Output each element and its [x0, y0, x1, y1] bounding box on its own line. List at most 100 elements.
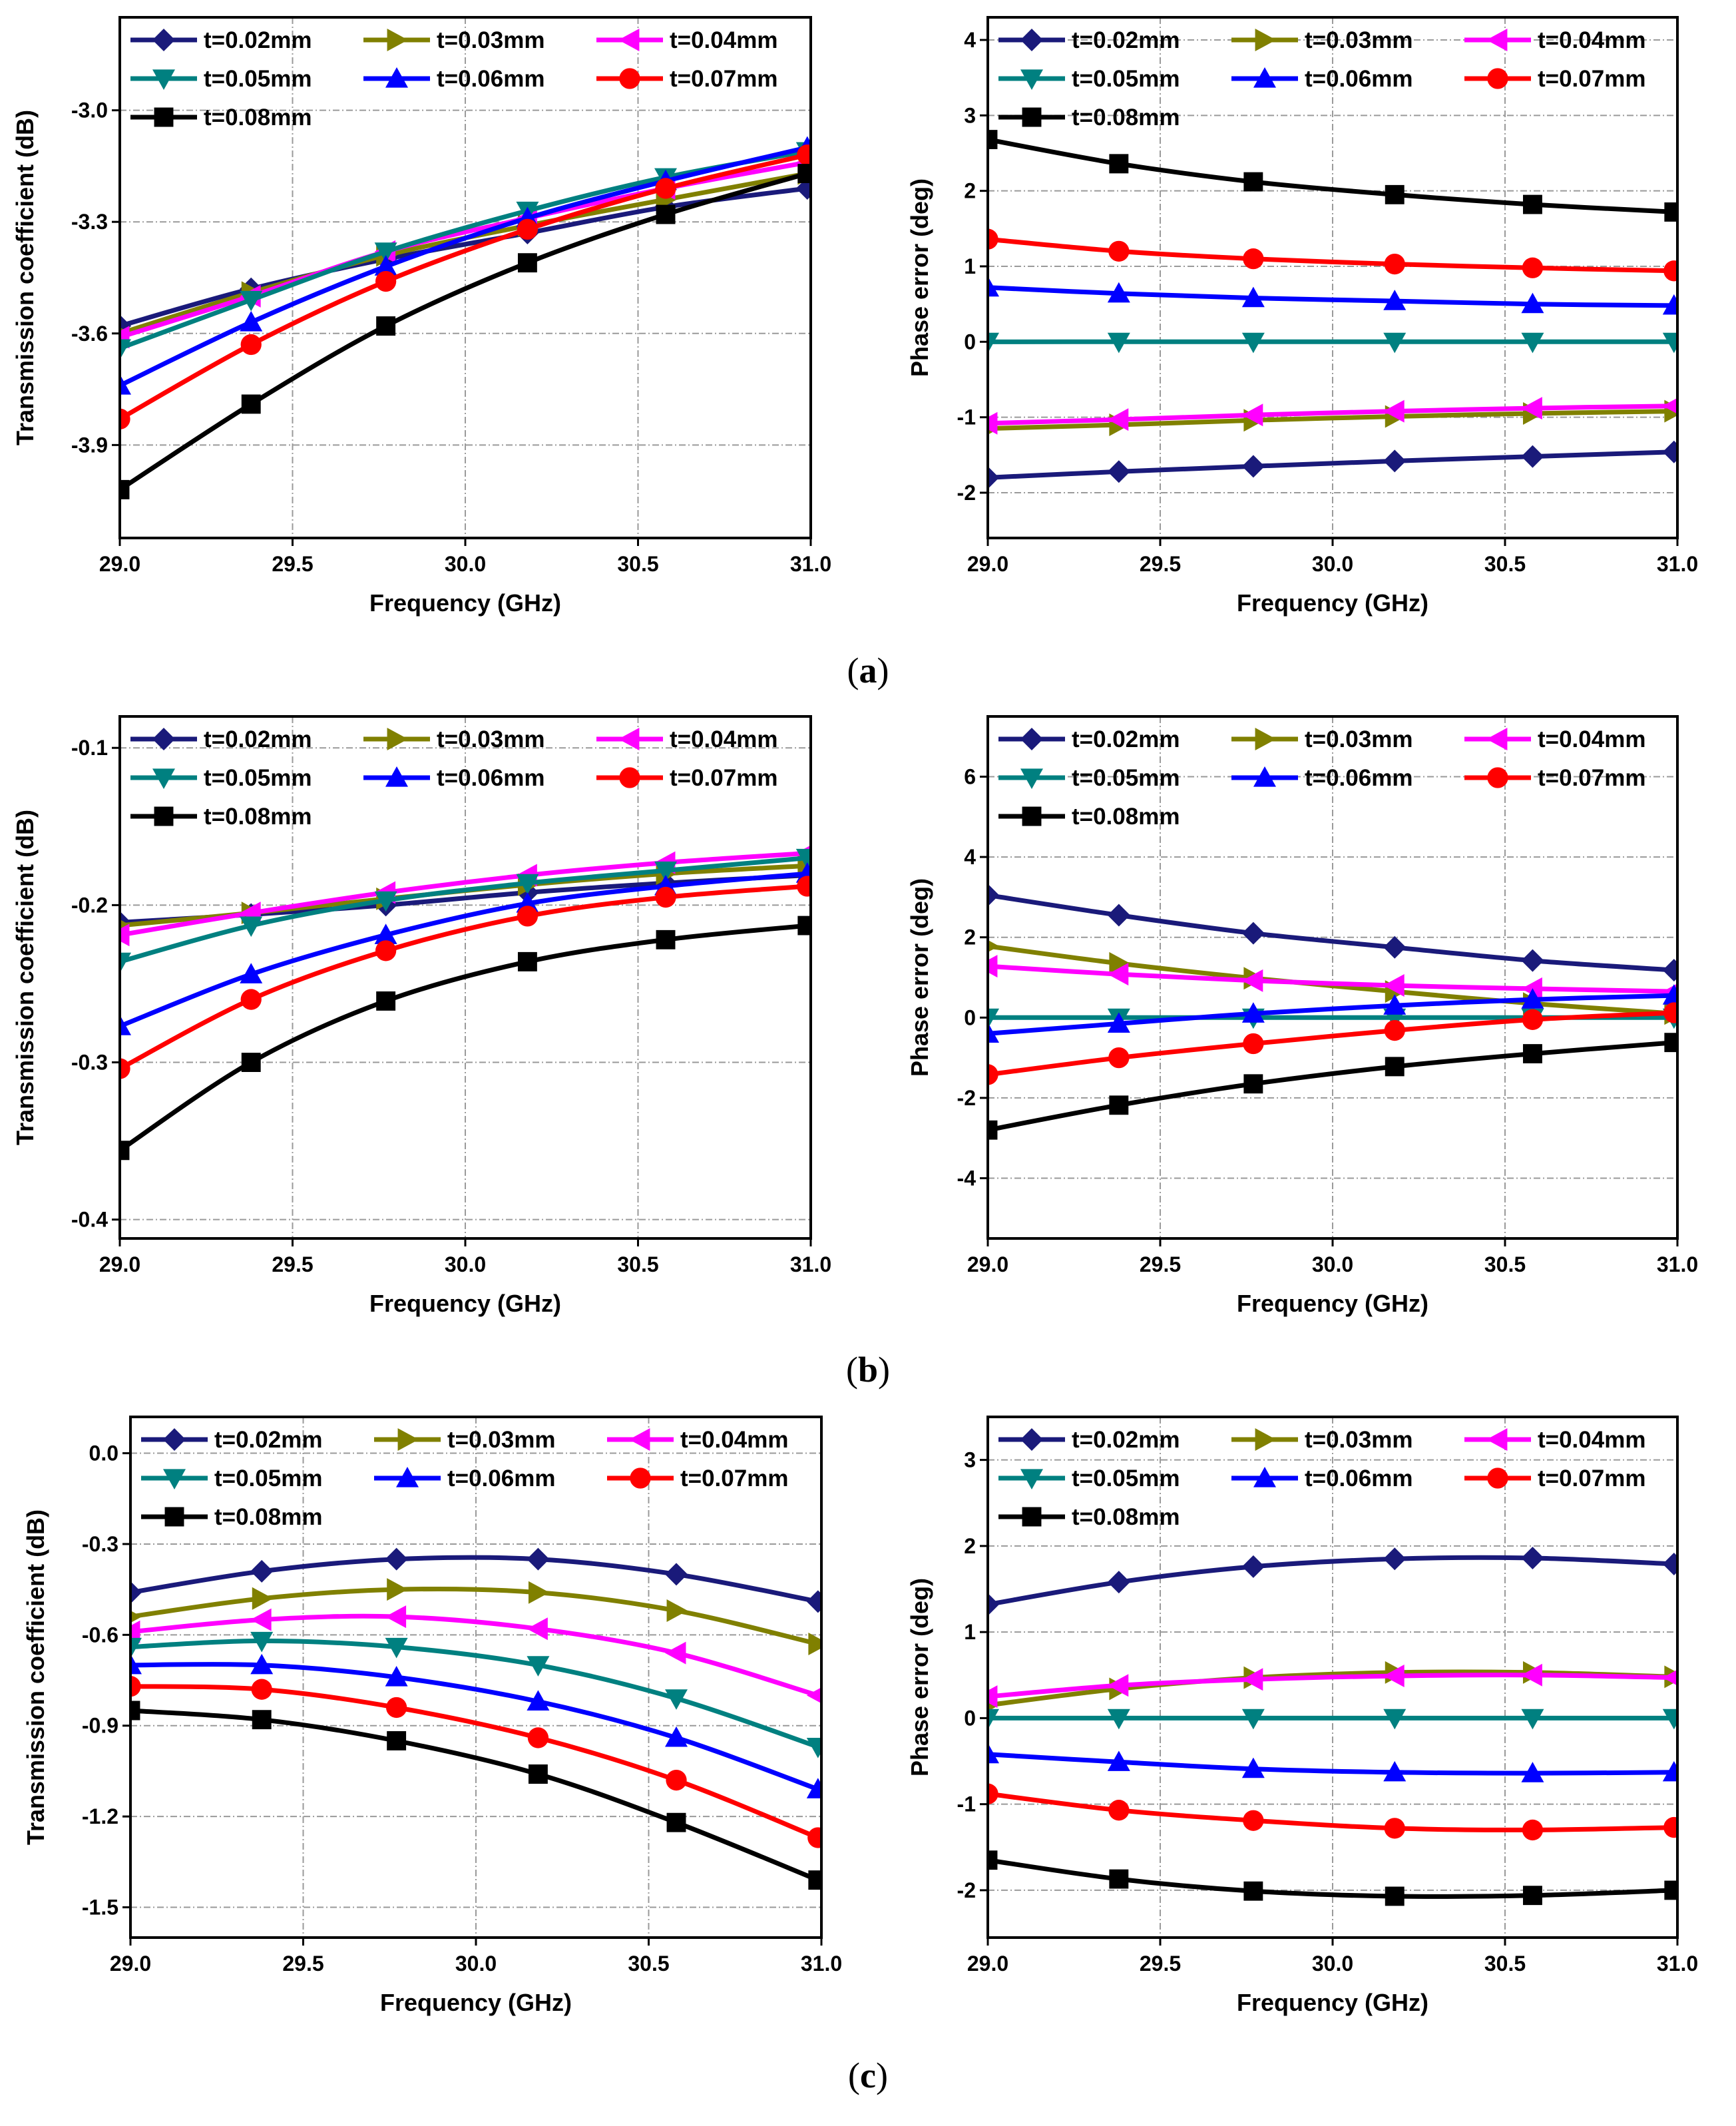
data-point [527, 1617, 548, 1641]
data-point [807, 1827, 821, 1848]
legend-item: t=0.07mm [596, 765, 777, 791]
legend-label: t=0.02mm [214, 1427, 322, 1453]
data-point [1107, 460, 1130, 483]
data-point [1664, 1880, 1677, 1900]
legend-label: t=0.06mm [1305, 765, 1412, 791]
legend-item: t=0.03mm [1231, 27, 1412, 53]
legend-item: t=0.08mm [141, 1504, 322, 1530]
legend-item: t=0.03mm [1231, 1427, 1412, 1453]
data-point [252, 1587, 274, 1610]
y-tick-label: -0.3 [82, 1532, 118, 1556]
data-point [1662, 1553, 1677, 1576]
legend-label: t=0.03mm [1305, 27, 1412, 53]
y-tick-label: 0.0 [89, 1442, 118, 1465]
legend-item: t=0.04mm [596, 726, 777, 752]
series-line-t=0.07mm [130, 1684, 819, 1840]
legend-item: t=0.08mm [998, 1504, 1180, 1530]
legend-marker [1253, 67, 1276, 88]
legend-item: t=0.04mm [1464, 1427, 1645, 1453]
data-point [1243, 172, 1263, 192]
legend-item: t=0.05mm [998, 66, 1180, 92]
charts-layer: 29.0 29.5 30.0 30.5 31.0-3.0-3.3-3.6-3.9Freq… [11, 16, 1698, 2016]
data-point [120, 1058, 130, 1079]
legend-marker [154, 107, 174, 127]
series-line-t=0.07mm [120, 884, 808, 1071]
legend-marker [618, 29, 640, 51]
legend-item: t=0.07mm [1464, 66, 1645, 92]
data-point [656, 204, 676, 224]
legend-label: t=0.03mm [1305, 726, 1412, 752]
legend-item: t=0.06mm [363, 66, 544, 92]
y-tick-label: 2 [964, 179, 976, 203]
chart-a-left: 29.0 29.5 30.0 30.5 31.0 -3.0 -3.3 -3.6 -3.9 Freq… [11, 16, 831, 617]
data-point [374, 255, 397, 276]
legend-marker [1486, 1428, 1508, 1451]
data-point [251, 1679, 272, 1700]
data-point [1521, 292, 1544, 314]
data-point [1662, 1709, 1677, 1730]
y-tick-label: -1.2 [82, 1804, 118, 1828]
data-point [1107, 1012, 1130, 1033]
data-point [517, 951, 537, 971]
y-tick-label: -3.9 [71, 433, 108, 457]
y-tick-label: 2 [964, 926, 976, 949]
legend-item: t=0.02mm [998, 726, 1180, 752]
data-point [1522, 1819, 1544, 1841]
legend-item: t=0.07mm [607, 1465, 788, 1491]
data-point [240, 311, 263, 332]
series-line-t=0.08mm [988, 1040, 1675, 1133]
data-point [1107, 282, 1130, 303]
legend-item: t=0.08mm [998, 105, 1180, 131]
x-tick-label: 30.0 [1312, 1252, 1353, 1276]
series-line-t=0.03mm [988, 409, 1674, 431]
y-axis-label: Transmission coefficient (dB) [22, 1509, 49, 1845]
caption-c: (c) [848, 2055, 888, 2095]
y-tick-label: -2 [957, 481, 976, 505]
legend-label: t=0.06mm [437, 66, 544, 92]
data-point [655, 178, 676, 199]
legend-label: t=0.03mm [437, 726, 544, 752]
caption-a-letter: a [859, 651, 877, 690]
x-tick-label: 29.5 [1140, 1252, 1181, 1276]
y-tick-label: -0.2 [71, 893, 108, 917]
legend-item: t=0.06mm [363, 765, 544, 791]
legend-marker [163, 1469, 186, 1489]
data-point [1107, 1750, 1130, 1771]
data-point [1383, 332, 1407, 354]
data-point [1241, 1757, 1265, 1778]
y-axis-label: Phase error (deg) [906, 178, 933, 377]
legend-marker [1020, 1469, 1043, 1489]
legend-label: t=0.08mm [214, 1504, 322, 1530]
y-tick-label: -0.6 [82, 1623, 118, 1647]
data-point [375, 940, 397, 961]
data-point [988, 939, 999, 953]
y-tick-label: 4 [964, 845, 976, 869]
data-point [1109, 951, 1130, 975]
data-point [517, 906, 539, 927]
y-tick-label: 6 [964, 764, 976, 788]
legend-item: t=0.05mm [130, 66, 312, 92]
data-point [250, 1608, 272, 1631]
series-line-t=0.03mm [130, 1586, 819, 1647]
data-point [988, 130, 998, 150]
legend-marker [396, 1467, 419, 1487]
data-point [1383, 1709, 1407, 1730]
data-point [1522, 1044, 1542, 1064]
legend: t=0.02mm t=0.03mm t=0.04mm t=0.05mm t=0.06mm… [998, 726, 1645, 830]
data-point [120, 1015, 131, 1035]
data-point [528, 1581, 550, 1604]
series-layer [120, 845, 811, 1161]
y-axis-label: Phase error (deg) [906, 1578, 933, 1776]
legend-marker [385, 67, 408, 88]
caption-a: (a) [847, 651, 889, 690]
data-point [1108, 1800, 1130, 1821]
legend-item: t=0.02mm [130, 27, 312, 53]
y-tick-label: -0.1 [71, 736, 108, 760]
data-point [665, 1726, 688, 1747]
data-point [374, 242, 397, 263]
legend-marker [1253, 1467, 1276, 1487]
x-tick-label: 31.0 [1657, 1952, 1698, 1976]
data-point [1241, 332, 1265, 354]
data-point [988, 228, 998, 250]
chart-c-right: 29.0 29.5 30.0 30.5 31.0 3 2 1 0 -1 -2 Frequency (G… [906, 1416, 1698, 2016]
